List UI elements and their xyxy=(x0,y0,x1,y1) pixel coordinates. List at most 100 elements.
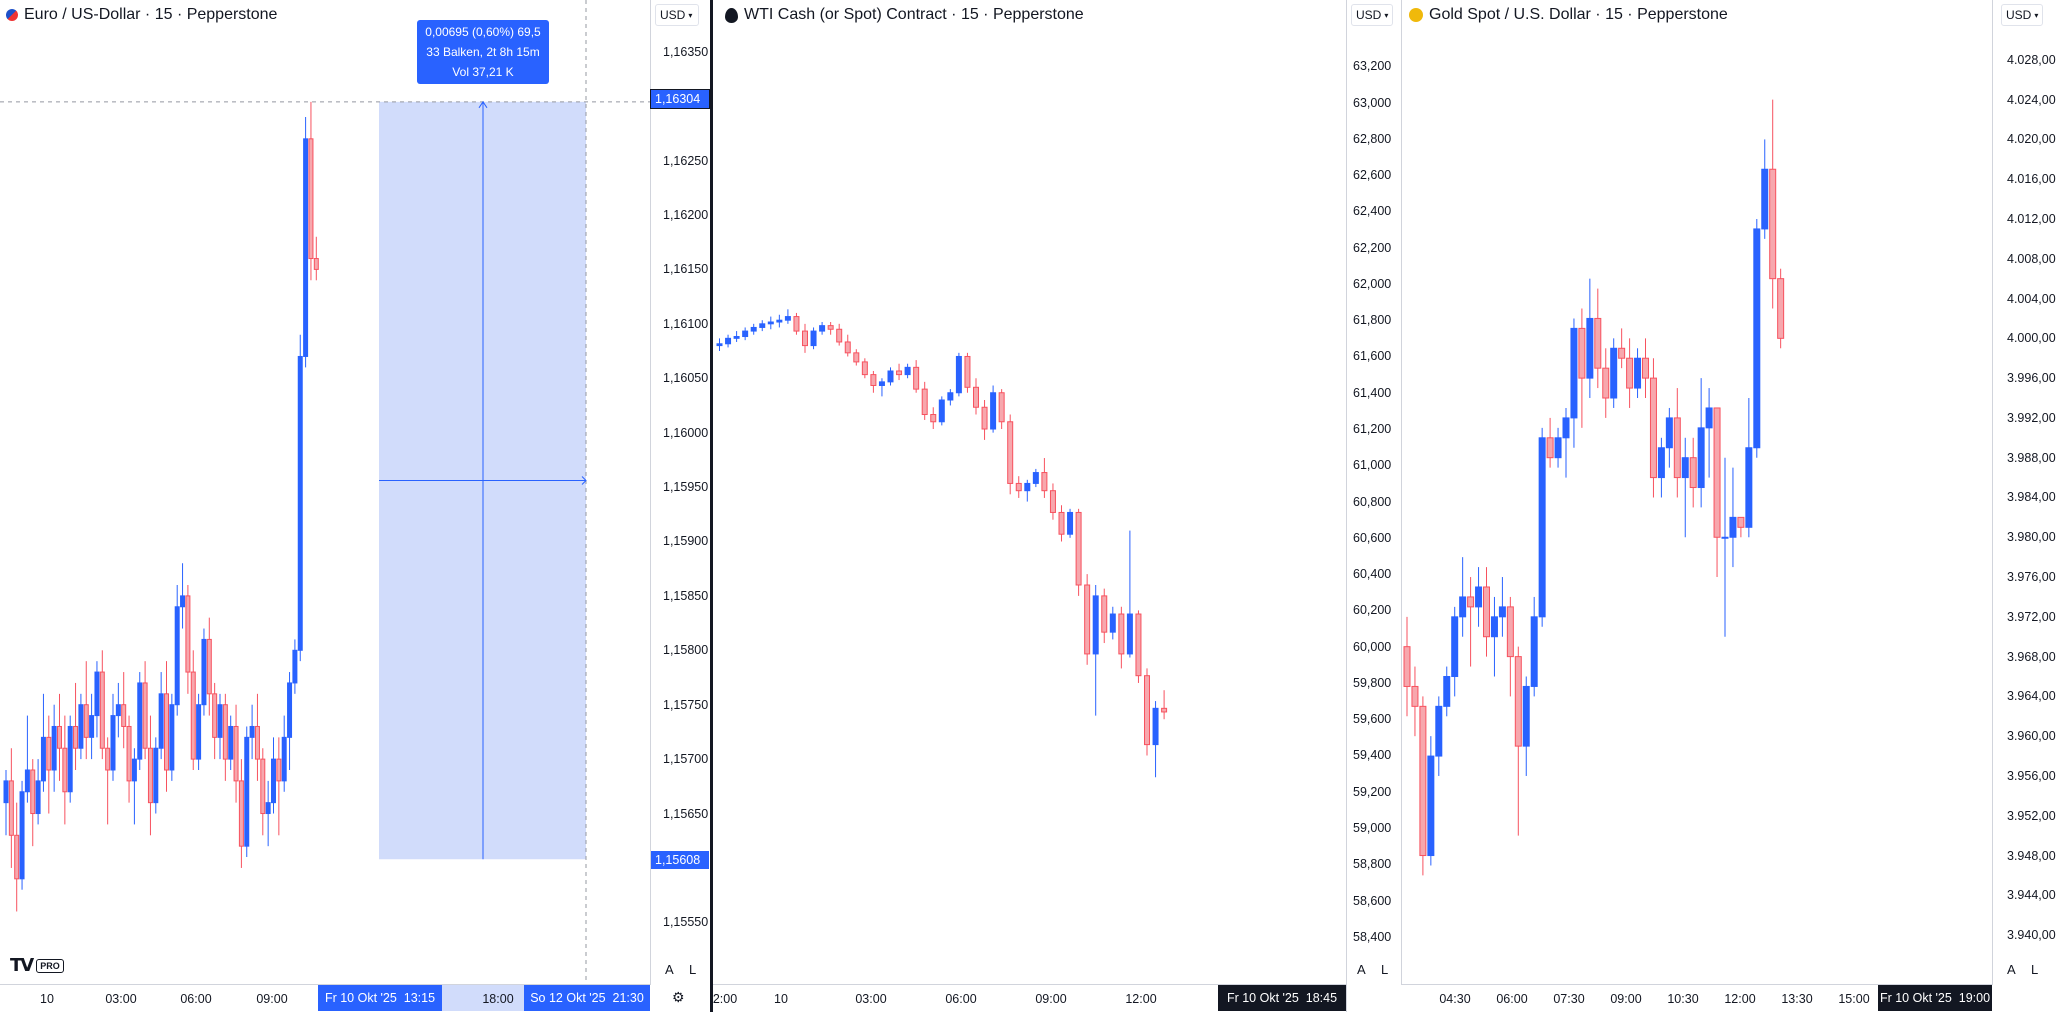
eurusd-price-label-top-text: 1,16304 xyxy=(655,92,701,106)
eurusd-time-label-end: So 12 Okt '25 21:30 xyxy=(524,985,650,1011)
price-tick-label: 4.024,00 xyxy=(2007,92,2056,107)
candle-body xyxy=(1007,421,1014,484)
candle-body xyxy=(1681,457,1689,479)
price-tick-label: 4.016,00 xyxy=(2007,172,2056,187)
candle xyxy=(1522,676,1530,776)
candle xyxy=(131,748,137,825)
eurusd-time-tick: 18:00 xyxy=(482,992,514,1006)
gold-currency-select[interactable]: USD ▾ xyxy=(2001,4,2043,26)
eurusd-price-axis[interactable]: USD ▾ 1,16350 1,16250 1,16200 1,16150 1,1610… xyxy=(650,0,710,985)
candle xyxy=(1443,666,1451,717)
eurusd-time-axis[interactable]: 10 03:00 06:00 09:00 18:00 Fr 10 Okt '25… xyxy=(0,984,685,1012)
gold-time-axis[interactable]: 04:30 06:00 07:30 09:00 10:30 12:00 13:3… xyxy=(1402,984,1992,1012)
candle xyxy=(990,385,997,433)
candle xyxy=(222,693,228,781)
eurusd-price-label-top: 1,16304 xyxy=(650,89,710,109)
candle xyxy=(110,693,116,781)
candle-body xyxy=(8,780,14,836)
candle xyxy=(185,585,191,694)
wti-chart[interactable] xyxy=(713,0,1346,985)
wti-price-axis[interactable]: USD ▾ 63,200 63,000 62,800 62,600 62,400 62,2… xyxy=(1347,0,1402,985)
price-tick-label: 1,16050 xyxy=(663,371,709,386)
candle-body xyxy=(742,330,749,338)
candle-body xyxy=(131,758,137,782)
eurusd-time-tick: 06:00 xyxy=(180,992,212,1006)
wti-currency-select[interactable]: USD ▾ xyxy=(1351,4,1393,26)
candle-body xyxy=(19,791,25,880)
candle xyxy=(89,693,95,760)
candle xyxy=(142,661,148,760)
candle-body xyxy=(174,606,180,706)
candle-body xyxy=(212,693,218,738)
eurusd-currency-select[interactable]: USD ▾ xyxy=(655,4,699,26)
candle xyxy=(1475,567,1483,627)
price-tick-label: 1,16250 xyxy=(663,153,709,168)
gold-log-scale-button[interactable]: L xyxy=(2031,962,2039,977)
candle xyxy=(1490,596,1498,677)
price-tick-label: 4.008,00 xyxy=(2007,251,2056,266)
eurusd-chart[interactable] xyxy=(0,0,650,985)
wti-time-label-time: 18:45 xyxy=(1305,991,1338,1005)
candle-body xyxy=(303,138,309,357)
eurusd-title-text: Euro / US-Dollar · 15 · Pepperstone xyxy=(24,6,278,23)
candle xyxy=(947,389,954,406)
wti-log-scale-button[interactable]: L xyxy=(1381,962,1389,977)
candle-body xyxy=(14,834,20,880)
price-tick-label: 62,000 xyxy=(1353,276,1392,291)
candle-body xyxy=(1058,511,1065,535)
settings-gear-icon[interactable]: ⚙ xyxy=(672,989,685,1005)
candle-body xyxy=(1403,646,1411,687)
candle xyxy=(870,370,877,393)
candle xyxy=(1152,701,1159,778)
candle-body xyxy=(1713,407,1721,538)
candle xyxy=(1769,99,1777,309)
eurusd-time-tick: 03:00 xyxy=(105,992,137,1006)
gold-pane[interactable]: USD ▾ 63,200 63,000 62,800 62,600 62,400 62,2… xyxy=(1347,0,2059,1012)
wti-pane[interactable]: WTI Cash (or Spot) Contract · 15 · Peppe… xyxy=(713,0,1346,1012)
candle xyxy=(281,715,287,792)
eurusd-log-scale-button[interactable]: L xyxy=(689,962,697,977)
wti-time-axis[interactable]: 2:00 10 03:00 06:00 09:00 12:00 Fr 10 Ok… xyxy=(713,984,1346,1012)
wti-title: WTI Cash (or Spot) Contract · 15 · Peppe… xyxy=(725,6,1084,24)
wti-auto-scale-button[interactable]: A xyxy=(1357,962,1366,977)
gold-time-label-time: 19:00 xyxy=(1958,991,1991,1005)
candle-body xyxy=(750,326,757,332)
price-tick-label: 1,15850 xyxy=(663,588,709,603)
tradingview-logo[interactable]: TV PRO xyxy=(10,955,64,976)
candle xyxy=(1498,577,1506,637)
candle xyxy=(1578,308,1586,428)
candle-body xyxy=(1753,228,1761,449)
candle xyxy=(115,682,121,738)
price-tick-label: 4.028,00 xyxy=(2007,52,2056,67)
gold-time-tick: 06:00 xyxy=(1496,992,1528,1006)
eurusd-auto-scale-button[interactable]: A xyxy=(665,962,674,977)
candle xyxy=(1721,457,1729,637)
candle xyxy=(99,650,105,760)
eurusd-pane[interactable]: Euro / US-Dollar · 15 · Pepperstone 0,00… xyxy=(0,0,710,1012)
price-tick-label: 61,800 xyxy=(1353,313,1392,328)
pane-divider[interactable] xyxy=(1346,0,1347,1012)
pane-divider[interactable] xyxy=(710,0,713,1012)
price-tick-label: 3.952,00 xyxy=(2007,808,2056,823)
candle xyxy=(303,117,309,368)
candle xyxy=(254,693,260,781)
candle-body xyxy=(201,638,207,706)
measure-arrowheads xyxy=(478,100,587,485)
candle xyxy=(1101,588,1108,644)
candle-body xyxy=(217,704,223,738)
candle xyxy=(1015,476,1022,498)
candle-body xyxy=(1745,447,1753,528)
candle-body xyxy=(206,638,212,695)
candle-body xyxy=(222,704,228,760)
candle xyxy=(1626,338,1634,408)
candle xyxy=(930,407,937,430)
candle xyxy=(793,312,800,335)
candle-body xyxy=(238,780,244,847)
price-tick-label: 63,000 xyxy=(1353,95,1392,110)
gold-auto-scale-button[interactable]: A xyxy=(2007,962,2016,977)
candle xyxy=(276,737,282,836)
candle xyxy=(164,661,169,792)
gold-price-axis[interactable]: USD ▾ 4.028,00 4.024,00 4.020,00 4.016,00 4.… xyxy=(1992,0,2059,985)
price-tick-label: 3.972,00 xyxy=(2007,609,2056,624)
gold-chart[interactable] xyxy=(1402,0,2047,985)
